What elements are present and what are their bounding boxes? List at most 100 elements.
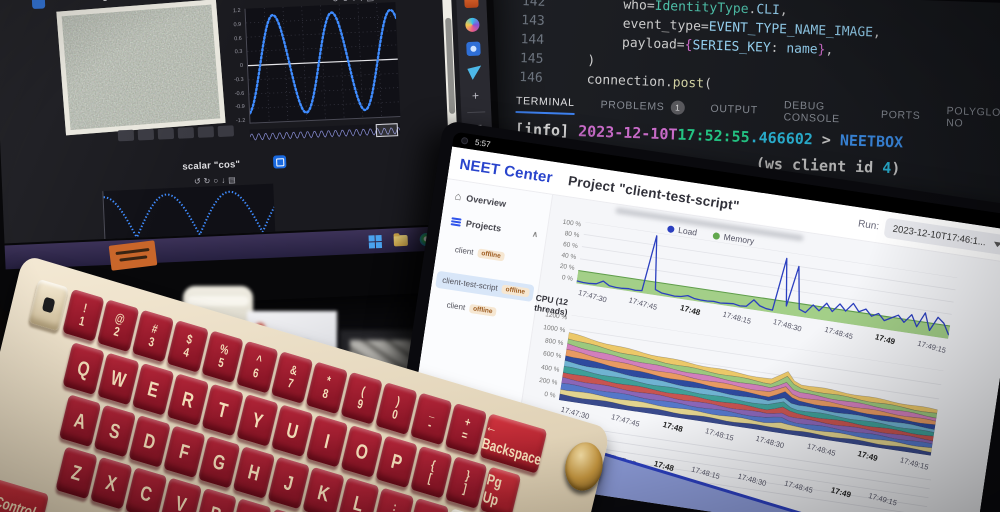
project-item-client[interactable]: client offline — [454, 245, 506, 262]
keycap-legend: D — [141, 428, 158, 454]
keycap-legend: ^ 6 — [251, 353, 264, 381]
tab-polyglot-no[interactable]: POLYGLOT NO — [946, 105, 1000, 135]
tab-label: OUTPUT — [710, 102, 759, 117]
keycap-legend: * 8 — [321, 374, 333, 402]
code-token: } — [817, 42, 826, 58]
chart-toolbar-icons[interactable]: ↺↻○↓▤ — [193, 175, 239, 187]
navigator-handle[interactable] — [375, 123, 399, 138]
toolbar-button[interactable] — [137, 128, 155, 141]
keycap-legend: S — [107, 418, 123, 444]
add-icon[interactable]: + — [471, 88, 480, 103]
tablet: 5:57 * ▮ NEET Center Project "client-tes… — [386, 120, 1000, 512]
designer-icon[interactable] — [466, 41, 481, 57]
code-token: CLI — [756, 2, 781, 19]
tick-label: 17:49 — [873, 332, 897, 347]
indent — [588, 13, 623, 33]
legend-bottom: 1 — [77, 313, 87, 330]
cpu-threads-plot — [558, 314, 944, 456]
toolbar-button[interactable] — [217, 125, 235, 138]
windows-start-icon[interactable] — [368, 234, 383, 249]
projects-icon — [450, 217, 462, 227]
tick-label: 17:48:45 — [805, 441, 837, 458]
terminal-token: .466602 — [749, 128, 814, 149]
file-explorer-icon[interactable] — [393, 234, 408, 246]
keycap-legend: J — [281, 470, 296, 495]
cpu-threads-chart: 1200 % 1000 % 800 % 600 % 400 % 200 % 0 % — [523, 310, 944, 456]
code-token: , — [872, 25, 882, 41]
legend-bottom: 5 — [216, 355, 226, 371]
code-editor[interactable]: 142 who= IdentityType. CLI, 143 event_type= EV… — [458, 0, 881, 100]
legend-top: : — [391, 499, 398, 512]
keycap-legend: Y — [249, 407, 266, 433]
keycap-legend: V — [173, 490, 189, 512]
y-tick-label: 1.2 — [232, 7, 241, 15]
terminal-token: 2023-12-10T — [577, 122, 678, 144]
code-token: ( — [703, 76, 713, 92]
panel-tab-bar: TERMINAL PROBLEMS 1 OUTPUT DEBUG CONSOLE PORT… — [515, 90, 1000, 135]
tick-label: 17:47:45 — [628, 295, 659, 312]
tick-label: 17:48 — [679, 303, 702, 318]
keycap-legend: H — [245, 459, 263, 486]
send-icon[interactable] — [467, 65, 482, 80]
chart-navigator[interactable] — [249, 123, 401, 141]
keycap-legend: :; — [388, 499, 398, 512]
neetbox-dashboard: image "random noise" scalar "sin" ↺↻○↓▤ … — [0, 0, 497, 244]
sidebar-item-projects[interactable]: Projects ∧ — [450, 216, 539, 239]
project-item-client[interactable]: client offline — [446, 300, 497, 317]
sin-y-axis: 1.2 0.9 0.6 0.3 0 -0.3 -0.6 -0.9 -1.2 — [216, 7, 246, 125]
toolbar-button[interactable] — [197, 126, 215, 138]
tick-label: 17:48:30 — [754, 433, 786, 451]
sidebar-toggle-icon[interactable] — [31, 0, 46, 10]
legend-bottom: 7 — [286, 376, 295, 392]
cos-plot-svg — [103, 190, 276, 239]
toolbar-button[interactable] — [177, 127, 195, 139]
divider — [467, 111, 486, 114]
keycap-legend: W — [108, 365, 129, 392]
code-token: who= — [623, 0, 655, 14]
sidebar-item-overview[interactable]: ⌂ Overview — [454, 191, 507, 211]
legend-bottom: = — [460, 427, 469, 444]
tick-label: 60 % — [562, 241, 579, 251]
chart-toolbar-icons[interactable]: ↺↻○↓▤ — [332, 0, 377, 4]
tick-label: 40 % — [560, 251, 577, 262]
tab-problems[interactable]: PROBLEMS 1 — [600, 98, 685, 119]
keycap-legend: U — [284, 417, 301, 444]
expand-icon[interactable] — [272, 155, 287, 169]
tick-label: 17:48:30 — [772, 317, 803, 334]
keycap-legend: B — [207, 501, 224, 512]
keycap-legend: T — [215, 397, 231, 423]
gutter — [544, 12, 589, 33]
toolbar-button[interactable] — [157, 127, 175, 140]
tab-debug-console[interactable]: DEBUG CONSOLE — [783, 99, 855, 129]
toolbar-button[interactable] — [117, 129, 135, 142]
tablet-screen: 5:57 * ▮ NEET Center Project "client-tes… — [404, 131, 1000, 512]
copilot-icon[interactable] — [465, 17, 480, 33]
brand-logo[interactable]: NEET Center — [458, 155, 554, 187]
keycap-legend: ) 0 — [391, 395, 403, 423]
keycap-legend: % 5 — [215, 342, 230, 372]
legend-bottom: ] — [461, 481, 468, 497]
office-icon[interactable] — [464, 0, 479, 9]
keycap-legend: G — [210, 448, 228, 475]
code-token: , — [825, 42, 834, 58]
tick-label: 17:49:15 — [916, 338, 947, 356]
terminal-token: > — [812, 130, 841, 150]
image-toolbar — [117, 123, 239, 146]
project-item-client-test-script[interactable]: client-test-script offline — [435, 270, 535, 302]
tick-label: 100 % — [562, 218, 582, 229]
code-token: IdentityType — [654, 0, 749, 18]
status-time: 5:57 — [474, 137, 492, 150]
keycap-legend: (9 — [356, 384, 368, 412]
indent — [587, 51, 588, 70]
status-badge: offline — [501, 284, 530, 298]
charts-area: Load Memory 100 % 80 % 60 % 40 % 20 % 0 % 17:4… — [510, 195, 1000, 512]
tab-output[interactable]: OUTPUT — [710, 103, 758, 121]
tick-label: 17:48:15 — [703, 426, 735, 443]
keycap-legend: A — [72, 407, 89, 434]
tab-terminal[interactable]: TERMINAL — [515, 94, 575, 115]
status-badge: offline — [468, 303, 497, 317]
keycap-legend: #3 — [147, 322, 159, 350]
random-noise-image — [56, 0, 226, 136]
tab-ports[interactable]: PORTS — [881, 109, 921, 126]
